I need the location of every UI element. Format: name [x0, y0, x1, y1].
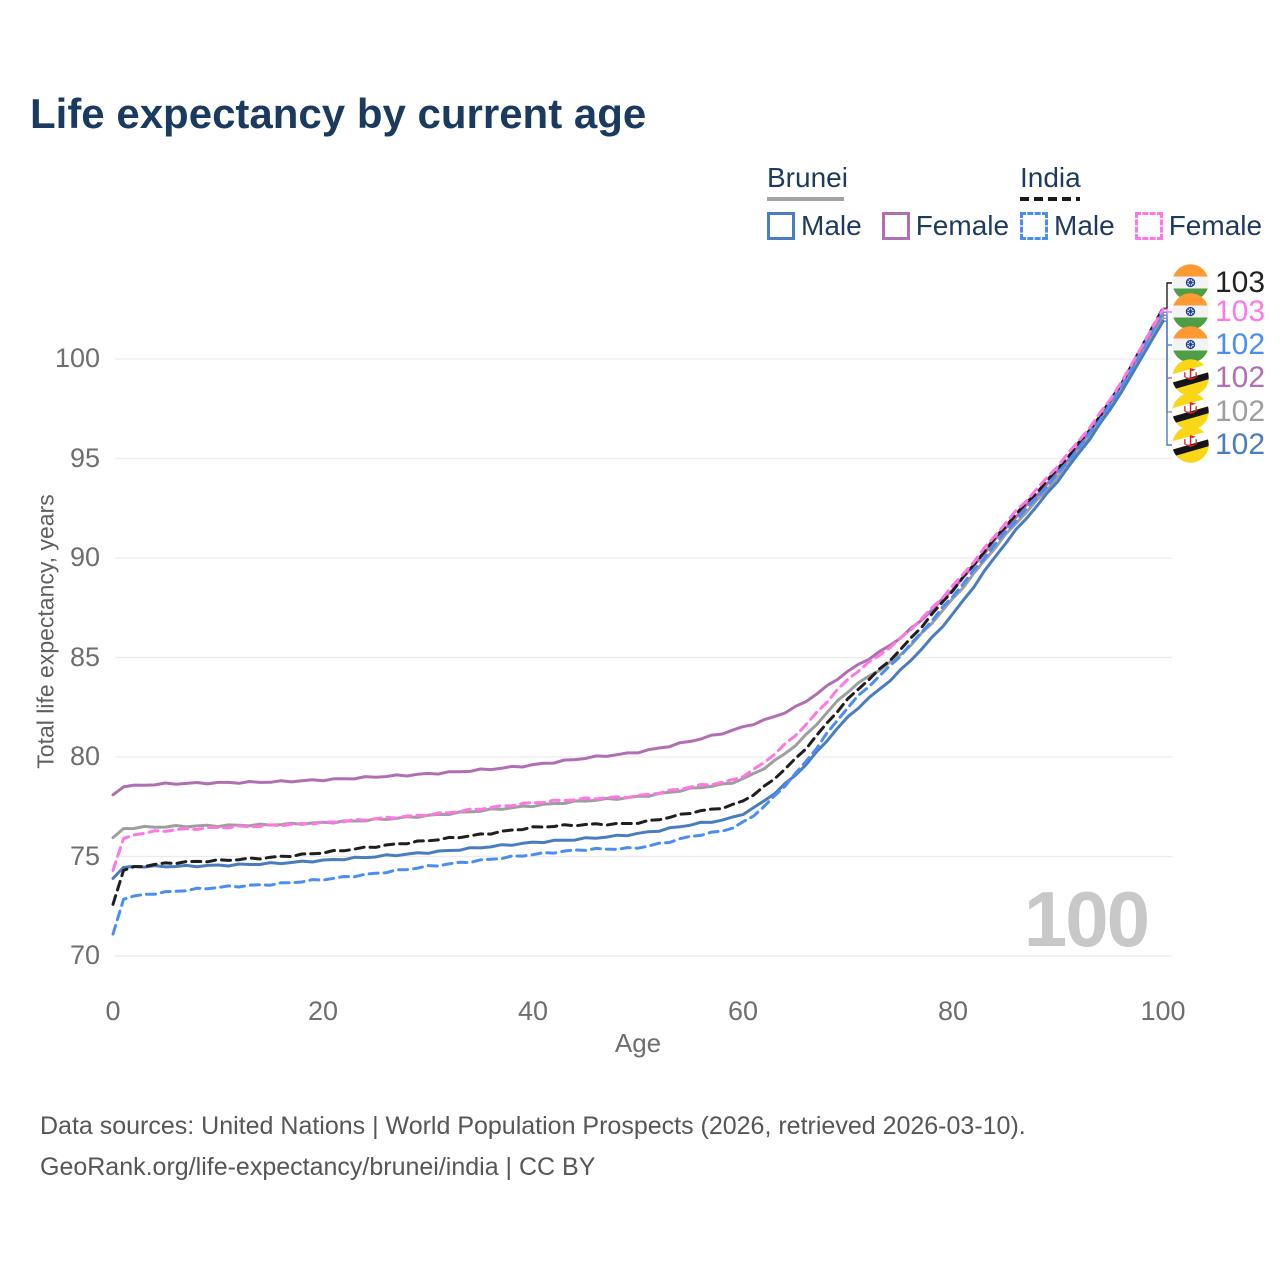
legend-item-india-female[interactable]: Female: [1134, 210, 1263, 242]
end-value: 102: [1215, 360, 1266, 394]
y-tick-70: 70: [69, 940, 100, 970]
legend-group-india: India Male Female: [1020, 162, 1280, 242]
y-tick-90: 90: [69, 542, 100, 572]
end-label-india-male: 102: [1172, 326, 1265, 363]
series-line-brunei-female: [111, 313, 1165, 797]
y-tick-80: 80: [69, 741, 100, 771]
connector-india-male: [1163, 311, 1172, 346]
x-tick-0: 0: [105, 996, 121, 1026]
legend-line-sample-brunei: [767, 197, 844, 201]
brunei-flag-icon: [1172, 393, 1209, 430]
end-label-india-female: 103: [1172, 293, 1265, 330]
age-counter-watermark: 100: [1023, 875, 1150, 963]
brunei-flag-icon: [1172, 359, 1209, 396]
end-value: 102: [1215, 427, 1266, 461]
brunei-male-swatch-icon: [767, 212, 795, 240]
x-tick-80: 80: [937, 996, 969, 1026]
end-label-brunei-female: 102: [1172, 359, 1265, 396]
end-value: 102: [1215, 394, 1266, 428]
y-tick-85: 85: [69, 641, 100, 672]
brunei-flag-icon: [1172, 426, 1209, 463]
connector-india-female: [1163, 308, 1172, 313]
series-line-india-female: [111, 307, 1165, 872]
x-tick-20: 20: [307, 996, 339, 1026]
page-title: Life expectancy by current age: [30, 90, 647, 137]
series-line-brunei-total: [111, 316, 1165, 840]
end-value: 103: [1215, 294, 1266, 328]
connector-india-total: [1163, 282, 1172, 309]
legend-item-brunei-female[interactable]: Female: [881, 210, 1010, 242]
legend-item-india-male[interactable]: Male: [1020, 210, 1115, 242]
x-tick-100: 100: [1140, 996, 1186, 1026]
x-tick-40: 40: [517, 996, 549, 1026]
series-line-india-male: [111, 310, 1165, 936]
series-line-india-total: [111, 306, 1165, 906]
brunei-female-swatch-icon: [881, 212, 910, 240]
legend-item-brunei-male[interactable]: Male: [767, 210, 862, 242]
legend-label: Male: [801, 210, 862, 241]
india-male-swatch-icon: [1020, 212, 1048, 240]
end-label-brunei-total: 102: [1172, 393, 1265, 430]
legend-label: Female: [1168, 210, 1263, 241]
end-value: 102: [1215, 327, 1266, 361]
y-tick-75: 75: [69, 840, 100, 871]
series-line-brunei-male: [111, 319, 1165, 880]
india-flag-icon: [1172, 293, 1209, 330]
india-female-swatch-icon: [1134, 212, 1163, 240]
legend-label: Male: [1054, 210, 1115, 241]
end-value: 103: [1215, 265, 1266, 299]
legend-country-brunei[interactable]: Brunei: [767, 162, 848, 193]
legend-line-sample-india: [1020, 197, 1080, 201]
attribution-text: GeoRank.org/life-expectancy/brunei/india…: [40, 1153, 596, 1181]
legend-group-brunei: Brunei Male Female: [767, 162, 1029, 242]
india-flag-icon: [1172, 326, 1209, 363]
connector-brunei-male: [1163, 320, 1172, 446]
y-tick-95: 95: [69, 442, 100, 473]
x-axis-title: Age: [614, 1028, 662, 1058]
x-tick-60: 60: [727, 996, 759, 1026]
end-label-brunei-male: 102: [1172, 426, 1265, 463]
legend-country-india[interactable]: India: [1020, 162, 1081, 193]
y-tick-100: 100: [54, 343, 100, 373]
footer: Data sources: United Nations | World Pop…: [40, 1106, 1026, 1188]
legend-label: Female: [915, 210, 1010, 241]
data-sources-text: Data sources: United Nations | World Pop…: [40, 1112, 1026, 1140]
